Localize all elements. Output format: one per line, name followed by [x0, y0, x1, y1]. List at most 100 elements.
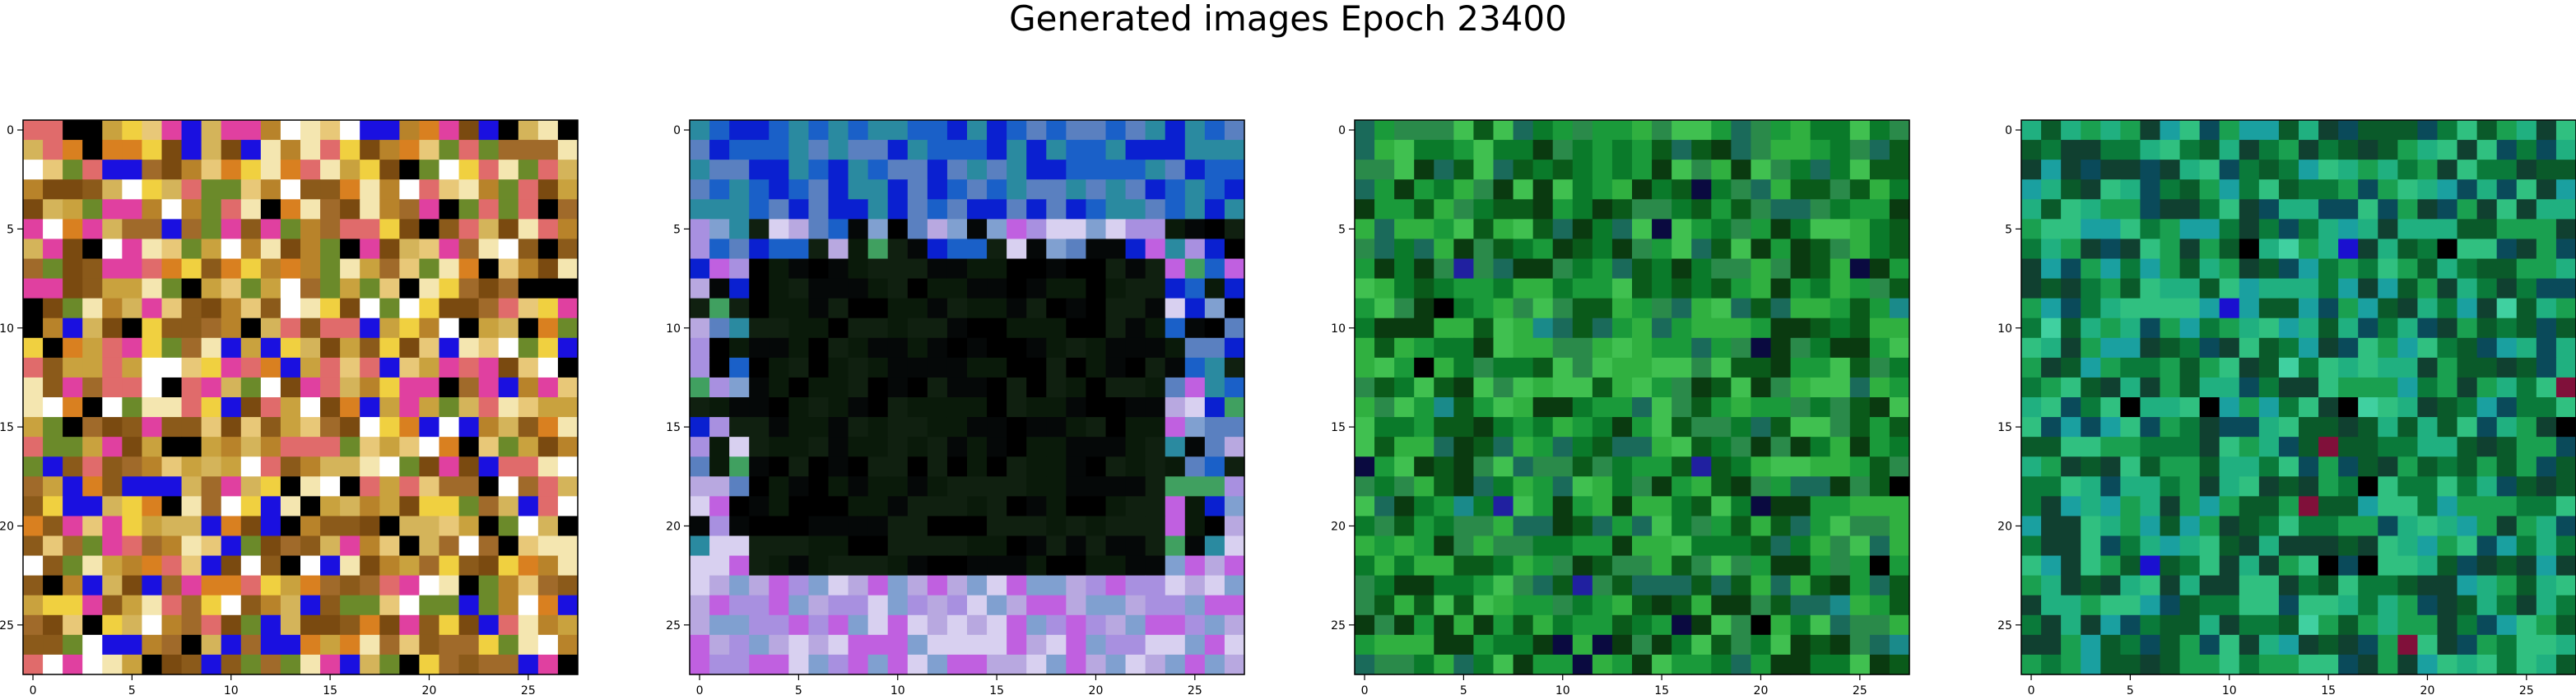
pixel-cell	[518, 120, 539, 141]
pixel-cell	[1374, 179, 1395, 200]
pixel-cell	[340, 456, 360, 477]
pixel-cell	[2516, 160, 2537, 180]
pixel-cell	[2476, 120, 2498, 141]
pixel-cell	[2338, 595, 2359, 616]
pixel-cell	[2278, 179, 2299, 200]
pixel-cell	[2536, 614, 2557, 636]
pixel-cell	[43, 476, 63, 497]
pixel-cell	[1224, 575, 1245, 596]
pixel-cell	[1125, 278, 1146, 299]
pixel-cell	[2496, 357, 2518, 378]
pixel-cell	[1849, 575, 1871, 596]
pixel-cell	[23, 377, 44, 398]
pixel-cell	[2555, 417, 2576, 438]
pixel-cell	[1493, 317, 1514, 339]
pixel-cell	[2160, 417, 2181, 438]
pixel-cell	[1145, 634, 1166, 656]
pixel-cell	[1066, 595, 1087, 616]
pixel-cell	[1007, 575, 1027, 596]
pixel-cell	[360, 595, 380, 616]
pixel-cell	[537, 317, 559, 339]
pixel-cell	[181, 317, 202, 339]
pixel-cell	[1672, 575, 1692, 596]
pixel-cell	[2219, 298, 2240, 319]
pixel-cell	[557, 317, 579, 339]
pixel-cell	[1224, 239, 1245, 260]
pixel-cell	[122, 516, 143, 537]
pixel-cell	[518, 199, 539, 220]
pixel-cell	[63, 614, 83, 636]
pixel-cell	[82, 417, 103, 438]
pixel-cell	[1086, 535, 1107, 557]
pixel-cell	[1889, 476, 1910, 497]
pixel-cell	[260, 516, 281, 537]
pixel-cell	[1125, 377, 1146, 398]
pixel-cell	[82, 496, 103, 517]
pixel-cell	[379, 496, 400, 517]
pixel-cell	[122, 595, 143, 616]
pixel-cell	[1394, 120, 1415, 141]
pixel-cell	[23, 456, 44, 477]
pixel-cell	[1145, 437, 1166, 457]
pixel-cell	[1869, 654, 1890, 675]
pixel-cell	[102, 239, 123, 260]
pixel-cell	[1691, 555, 1712, 577]
pixel-cell	[360, 555, 380, 577]
pixel-cell	[557, 239, 579, 260]
pixel-cell	[2239, 160, 2260, 180]
pixel-cell	[946, 160, 968, 180]
pixel-cell	[907, 199, 928, 220]
pixel-cell	[320, 278, 341, 299]
pixel-cell	[887, 199, 909, 220]
pixel-cell	[1105, 595, 1127, 616]
pixel-cell	[2061, 199, 2081, 220]
pixel-cell	[300, 555, 321, 577]
pixel-cell	[2476, 258, 2498, 280]
pixel-cell	[142, 317, 163, 339]
pixel-cell	[1513, 595, 1534, 616]
pixel-cell	[2081, 535, 2101, 557]
pixel-cell	[2239, 614, 2260, 636]
pixel-cell	[1394, 634, 1415, 656]
pixel-cell	[2358, 476, 2378, 497]
pixel-cell	[2160, 377, 2181, 398]
pixel-cell	[1731, 239, 1752, 260]
pixel-cell	[769, 377, 789, 398]
pixel-cell	[557, 298, 579, 319]
pixel-cell	[1414, 377, 1434, 398]
pixel-cell	[788, 496, 810, 517]
pixel-cell	[1889, 496, 1910, 517]
pixel-cell	[709, 278, 730, 299]
pixel-cell	[2338, 317, 2359, 339]
pixel-cell	[142, 417, 163, 438]
pixel-cell	[2219, 337, 2240, 359]
pixel-cell	[399, 219, 421, 240]
pixel-cell	[1374, 298, 1395, 319]
pixel-cell	[43, 199, 63, 220]
pixel-cell	[769, 496, 789, 517]
pixel-cell	[1849, 179, 1871, 200]
pixel-cell	[260, 456, 281, 477]
y-tick-label: 25	[0, 619, 14, 632]
pixel-cell	[2120, 634, 2141, 656]
pixel-cell	[63, 516, 83, 537]
pixel-cell	[2140, 377, 2161, 398]
pixel-cell	[201, 377, 222, 398]
pixel-cell	[967, 595, 988, 616]
pixel-cell	[1204, 337, 1225, 359]
pixel-cell	[946, 614, 968, 636]
pixel-cell	[828, 535, 849, 557]
pixel-cell	[23, 298, 44, 319]
pixel-cell	[2021, 160, 2042, 180]
pixel-cell	[2496, 535, 2518, 557]
pixel-cell	[419, 456, 440, 477]
pixel-cell	[1611, 357, 1633, 378]
pixel-cell	[1810, 437, 1831, 457]
pixel-cell	[82, 120, 103, 141]
pixel-cell	[2476, 654, 2498, 675]
pixel-cell	[1434, 595, 1454, 616]
pixel-cell	[2160, 634, 2181, 656]
pixel-cell	[1394, 357, 1415, 378]
pixel-cell	[867, 219, 889, 240]
pixel-cell	[1046, 476, 1067, 497]
